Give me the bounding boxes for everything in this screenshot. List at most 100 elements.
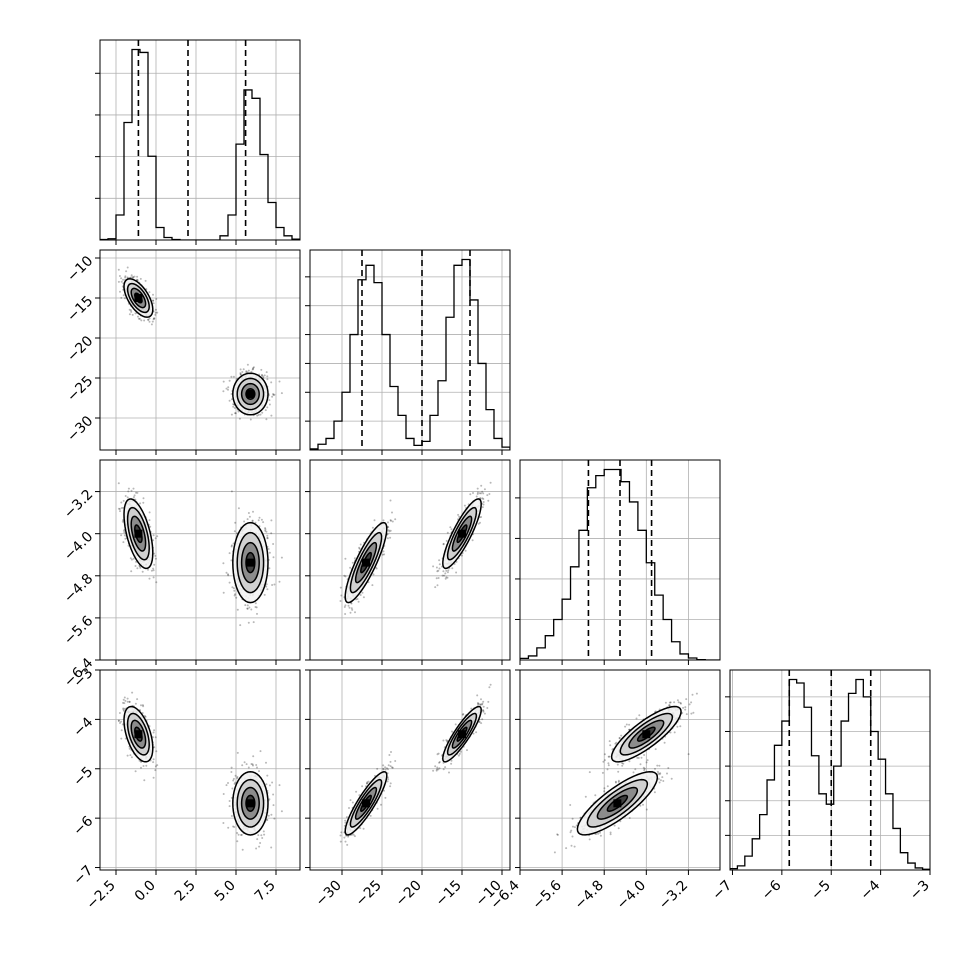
scatter-point	[272, 804, 275, 807]
scatter-point	[265, 371, 268, 374]
scatter-point	[239, 373, 242, 376]
scatter-point	[266, 406, 269, 409]
scatter-point	[230, 545, 233, 548]
scatter-point	[225, 387, 228, 390]
scatter-point	[232, 587, 235, 590]
scatter-point	[230, 815, 233, 817]
scatter-point	[339, 600, 342, 602]
scatter-point	[349, 611, 352, 614]
scatter-point	[123, 696, 126, 699]
scatter-point	[458, 515, 461, 518]
scatter-point	[128, 747, 131, 750]
scatter-point	[154, 308, 157, 311]
scatter-point	[152, 539, 155, 542]
scatter-point	[347, 604, 350, 607]
scatter-point	[362, 596, 365, 599]
scatter-point	[361, 591, 364, 594]
scatter-point	[128, 313, 131, 316]
scatter-point	[437, 569, 440, 572]
scatter-point	[124, 737, 127, 740]
scatter-point	[127, 487, 130, 490]
scatter-point	[339, 586, 342, 589]
scatter-point	[266, 588, 269, 591]
scatter-point	[357, 600, 360, 603]
scatter-point	[483, 488, 486, 491]
histogram-step	[520, 468, 720, 660]
scatter-point	[251, 763, 254, 766]
scatter-point	[232, 375, 235, 378]
scatter-point	[125, 270, 128, 273]
scatter-point	[444, 577, 447, 580]
scatter-point	[437, 752, 440, 755]
scatter-point	[454, 723, 457, 726]
scatter-point	[246, 363, 249, 366]
scatter-point	[477, 703, 479, 706]
scatter-point	[123, 534, 126, 537]
scatter-point	[123, 531, 126, 534]
scatter-point	[251, 519, 254, 522]
y-tick-label: −4.8	[61, 571, 96, 606]
scatter-point	[265, 418, 268, 421]
scatter-point	[391, 511, 393, 514]
scatter-point	[117, 719, 120, 722]
scatter-point	[128, 308, 131, 311]
scatter-point	[272, 556, 275, 559]
scatter-point	[135, 560, 138, 563]
scatter-point	[129, 557, 132, 560]
panel-frame	[99, 669, 301, 871]
scatter-point	[237, 833, 240, 836]
scatter-point	[227, 386, 230, 389]
scatter-point	[130, 276, 133, 279]
scatter-point	[438, 563, 441, 566]
scatter-point	[142, 501, 145, 504]
scatter-point	[359, 543, 362, 546]
scatter-point	[265, 761, 267, 764]
scatter-point	[443, 574, 446, 577]
scatter-point	[120, 534, 123, 537]
scatter-point	[387, 529, 390, 532]
scatter-point	[131, 313, 134, 316]
scatter-point	[272, 793, 275, 796]
scatter-point	[246, 607, 249, 610]
scatter-point	[344, 575, 347, 578]
scatter-point	[130, 570, 133, 573]
scatter-point	[450, 759, 453, 762]
scatter-point	[123, 707, 126, 710]
scatter-point	[241, 764, 244, 767]
scatter-point	[232, 777, 235, 780]
scatter-point	[389, 499, 392, 502]
scatter-point	[230, 398, 233, 401]
scatter-point	[351, 561, 354, 564]
scatter-point	[153, 563, 156, 566]
scatter-point	[231, 787, 234, 790]
scatter-point	[241, 371, 244, 373]
scatter-point	[122, 708, 125, 711]
scatter-point	[261, 373, 263, 376]
scatter-point	[463, 504, 466, 507]
scatter-point	[260, 834, 263, 837]
scatter-point	[152, 318, 155, 321]
scatter-point	[432, 565, 435, 568]
scatter-point	[478, 492, 481, 495]
scatter-point	[382, 550, 385, 553]
scatter-point	[244, 604, 247, 607]
scatter-point	[266, 536, 269, 539]
scatter-point	[266, 378, 269, 381]
scatter-point	[120, 737, 123, 740]
scatter-point	[132, 487, 135, 490]
scatter-point	[450, 528, 453, 531]
scatter-point	[119, 510, 121, 513]
scatter-point	[482, 705, 485, 708]
scatter-point	[156, 311, 159, 314]
scatter-point	[132, 276, 134, 278]
scatter-point	[130, 558, 133, 561]
scatter-point	[263, 374, 266, 377]
scatter-point	[268, 399, 271, 402]
scatter-point	[250, 370, 253, 373]
scatter-point	[256, 766, 258, 769]
scatter-point	[120, 720, 123, 723]
density-peak	[246, 558, 255, 567]
scatter-point	[228, 552, 231, 555]
scatter-point	[265, 530, 268, 533]
scatter-point	[139, 502, 142, 505]
